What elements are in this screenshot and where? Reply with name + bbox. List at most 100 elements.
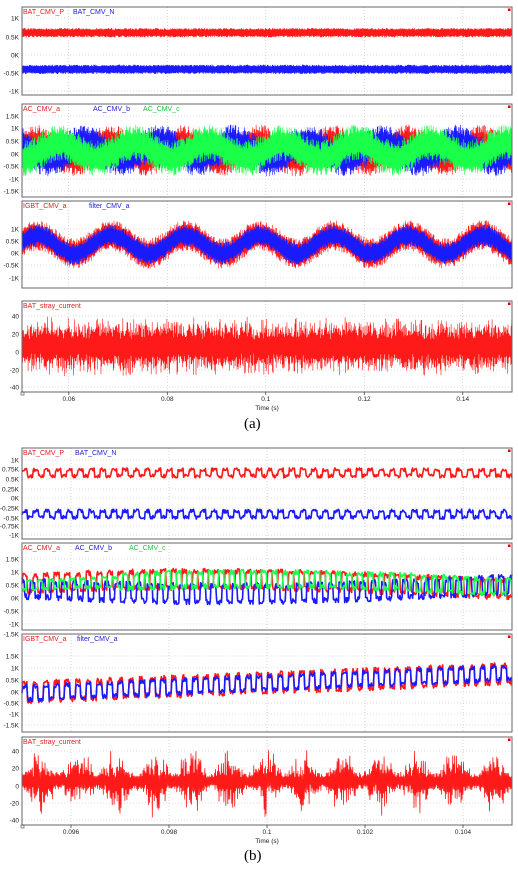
panel-1-3 — [21, 736, 513, 826]
panel-marker — [508, 635, 511, 638]
y-tick-label: -1.5K — [3, 632, 19, 639]
y-tick-label: 40 — [12, 314, 20, 321]
y-tick-label: -1K — [9, 177, 20, 184]
plot-frame-border — [21, 447, 513, 540]
y-tick-label: 0.5K — [6, 477, 20, 484]
legend-entry: AC_CMV_b — [93, 106, 130, 113]
y-tick-label: 1K — [11, 458, 20, 465]
x-tick-label: 0.1 — [261, 396, 270, 403]
y-tick-label: 0.75K — [2, 467, 20, 474]
y-tick-label: -40 — [10, 385, 20, 392]
y-tick-label: -1K — [9, 533, 20, 540]
y-tick-label: 1K — [11, 16, 20, 23]
y-tick-label: 0 — [15, 784, 19, 791]
caption-b: (b) — [244, 848, 262, 864]
legend-entry: BAT_CMV_N — [75, 450, 117, 457]
series-line-BAT_CMV_N — [21, 508, 513, 520]
panel-marker — [508, 202, 511, 205]
plot-frame-border — [21, 633, 513, 733]
y-tick-label: -20 — [10, 368, 20, 375]
panel-0-0 — [21, 6, 513, 96]
legend-entry: BAT_CMV_P — [23, 9, 64, 16]
legend-entry: AC_CMV_b — [75, 545, 112, 552]
y-tick-label: 1.5K — [6, 557, 20, 564]
y-tick-label: 20 — [12, 332, 20, 339]
legend-entry: AC_CMV_c — [129, 545, 166, 552]
y-tick-label: 0.5K — [6, 583, 20, 590]
series-line-BAT_stray_current — [21, 750, 513, 818]
panel-0-1 — [21, 103, 513, 198]
legend-entry: AC_CMV_a — [23, 106, 60, 113]
y-tick-label: 40 — [12, 749, 20, 756]
y-tick-label: 1.5K — [6, 114, 20, 121]
legend-entry: filter_CMV_a — [89, 203, 130, 210]
x-tick-label: 0.102 — [357, 829, 374, 836]
y-tick-label: -1.5K — [3, 723, 19, 730]
y-tick-label: 0.5K — [6, 678, 20, 685]
y-tick-label: 0.5K — [6, 239, 20, 246]
plot-frame-border — [21, 103, 513, 198]
panel-0-2 — [21, 200, 513, 289]
legend-entry: AC_CMV_a — [23, 545, 60, 552]
y-tick-label: 0K — [11, 596, 20, 603]
y-tick-label: -0.25K — [0, 506, 20, 513]
x-tick-label: 0.104 — [455, 829, 472, 836]
x-tick-label: 0.096 — [63, 829, 80, 836]
panel-marker — [508, 738, 511, 741]
y-tick-label: 0K — [11, 251, 20, 258]
y-tick-label: 0K — [11, 496, 20, 503]
plot-frame-border — [21, 542, 513, 631]
series-line-filter_CMV_a — [21, 224, 513, 265]
y-tick-label: 0K — [11, 690, 20, 697]
legend-entry: filter_CMV_a — [77, 636, 118, 643]
series-line-BAT_CMV_P — [21, 27, 513, 38]
x-tick-label: 0.06 — [62, 396, 75, 403]
x-tick-label: 0.12 — [358, 396, 371, 403]
caption-a: (a) — [244, 416, 261, 432]
series-line-BAT_CMV_N — [21, 64, 513, 75]
panel-marker — [508, 8, 511, 11]
y-tick-label: -0.75K — [0, 524, 20, 531]
y-tick-label: -1K — [9, 89, 20, 96]
y-tick-label: 1.5K — [6, 654, 20, 661]
series-line-AC_CMV_c — [21, 568, 513, 598]
panel-marker — [508, 449, 511, 452]
y-tick-label: -0.5K — [3, 164, 19, 171]
plot-frame-border — [21, 6, 513, 96]
legend-entry: AC_CMV_c — [143, 106, 180, 113]
legend-entry: BAT_stray_current — [23, 739, 81, 746]
y-tick-label: -1K — [9, 276, 20, 283]
x-axis-label: Time (s) — [255, 838, 279, 845]
y-tick-label: 1K — [11, 570, 20, 577]
y-tick-label: 20 — [12, 766, 20, 773]
y-tick-label: -1.5K — [3, 189, 19, 196]
y-tick-label: -20 — [10, 801, 20, 808]
x-tick-label: 0.1 — [262, 829, 271, 836]
legend-entry: BAT_stray_current — [23, 303, 81, 310]
series-line-BAT_CMV_P — [21, 467, 513, 479]
legend-entry: BAT_CMV_N — [73, 9, 115, 16]
y-tick-label: 0.5K — [6, 35, 20, 42]
axis-origin-marker — [20, 824, 25, 829]
y-tick-label: -1K — [9, 712, 20, 719]
x-tick-label: 0.08 — [161, 396, 174, 403]
y-tick-label: -1K — [9, 622, 20, 629]
legend-entry: IGBT_CMV_a — [23, 203, 67, 210]
panel-marker — [508, 105, 511, 108]
plot-frame — [21, 6, 513, 96]
y-tick-label: 0K — [11, 152, 20, 159]
panel-1-1 — [21, 542, 513, 635]
panel-0-3 — [21, 300, 513, 393]
panel-1-0 — [21, 447, 513, 540]
legend-entry: IGBT_CMV_a — [23, 636, 67, 643]
legend-entry: BAT_CMV_P — [23, 450, 64, 457]
panel-1-2 — [21, 633, 513, 733]
x-tick-label: 0.14 — [456, 396, 469, 403]
y-tick-label: 1K — [11, 126, 20, 133]
y-tick-label: 1K — [11, 227, 20, 234]
series-line-AC_CMV_c — [21, 124, 513, 176]
y-tick-label: -40 — [10, 818, 20, 825]
y-tick-label: -0.5K — [3, 701, 19, 708]
series-line-filter_CMV_a — [21, 663, 513, 703]
